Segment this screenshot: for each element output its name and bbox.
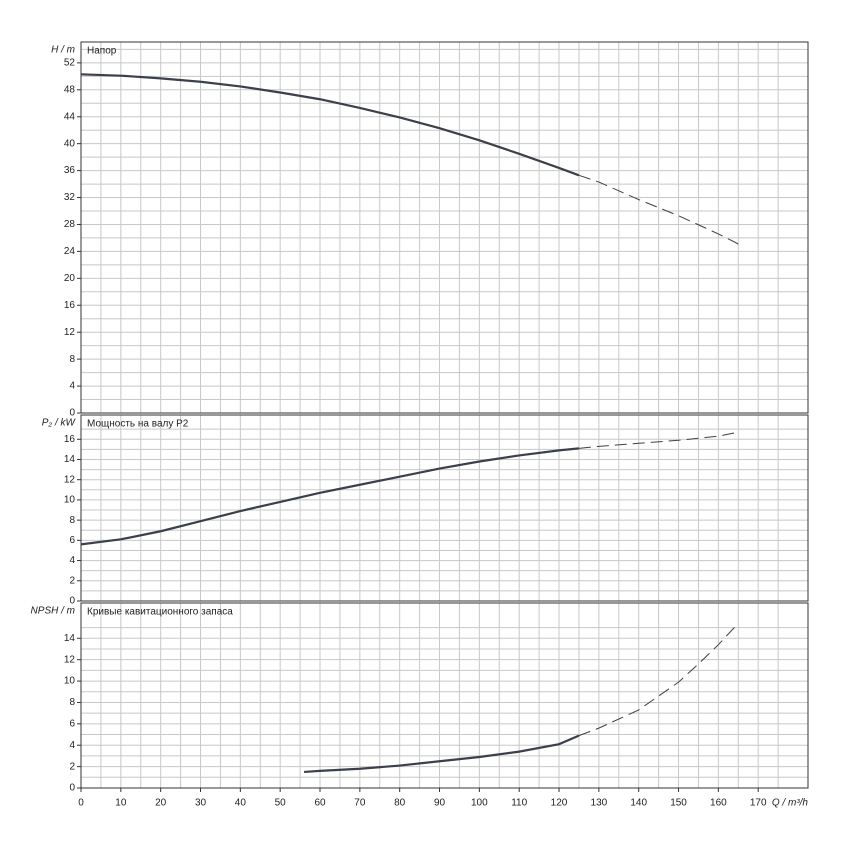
y-tick-label: 12 [64,327,76,338]
plot-frame [80,414,809,602]
y-tick-label: 28 [64,219,76,230]
panel-title: Кривые кавитационного запаса [87,607,233,618]
x-tick-label: 70 [354,798,366,809]
plot-frame [80,41,809,414]
x-tick-label: 20 [155,798,167,809]
y-tick-label: 14 [64,454,76,465]
y-tick-label: 36 [64,165,76,176]
y-tick-label: 14 [64,633,76,644]
x-tick-label: 10 [115,798,127,809]
y-tick-label: 2 [69,761,75,772]
y-tick-label: 8 [69,354,75,365]
x-tick-label: 60 [314,798,326,809]
y-tick-label: 6 [69,718,75,729]
y-tick-label: 0 [69,408,75,419]
y-tick-label: 8 [69,515,75,526]
panel-title: Напор [87,46,117,57]
y-tick-label: 0 [69,783,75,794]
y-tick-label: 32 [64,192,76,203]
x-tick-label: 120 [551,798,568,809]
y-tick-label: 10 [64,495,76,506]
plot-frame [80,602,809,789]
x-tick-label: 170 [750,798,767,809]
curve [80,447,580,546]
y-tick-label: 12 [64,654,76,665]
y-tick-label: 8 [69,697,75,708]
x-tick-label: 30 [195,798,207,809]
x-tick-label: 80 [394,798,406,809]
y-tick-label: 6 [69,535,75,546]
x-axis-label: Q / m³/h [772,798,809,809]
x-tick-label: 130 [591,798,608,809]
panel-title: Мощность на валу P2 [87,419,189,430]
y-axis-label: NPSH / m [31,606,75,617]
y-tick-label: 12 [64,474,76,485]
y-tick-label: 2 [69,575,75,586]
x-tick-label: 0 [78,798,84,809]
curve [578,622,739,737]
y-tick-label: 48 [64,84,76,95]
y-tick-label: 16 [64,300,76,311]
x-tick-label: 40 [235,798,247,809]
x-tick-label: 50 [275,798,287,809]
y-tick-label: 20 [64,273,76,284]
y-tick-label: 44 [64,111,76,122]
y-tick-label: 4 [69,740,75,751]
x-tick-label: 100 [471,798,488,809]
curve [80,73,580,177]
y-axis-label: P₂ / kW [42,418,77,429]
curve [578,431,739,449]
x-tick-label: 160 [710,798,727,809]
y-tick-label: 52 [64,58,76,69]
y-tick-label: 16 [64,434,76,445]
x-tick-label: 110 [511,798,527,809]
y-axis-label: H / m [51,45,75,56]
y-tick-label: 0 [69,596,75,607]
x-tick-label: 140 [630,798,647,809]
y-tick-label: 4 [69,381,75,392]
curve [304,734,580,774]
y-tick-label: 10 [64,676,76,687]
curve [578,174,739,245]
y-tick-label: 40 [64,138,76,149]
y-tick-label: 4 [69,555,75,566]
y-tick-label: 24 [64,246,76,257]
x-tick-label: 90 [434,798,446,809]
x-tick-label: 150 [670,798,687,809]
